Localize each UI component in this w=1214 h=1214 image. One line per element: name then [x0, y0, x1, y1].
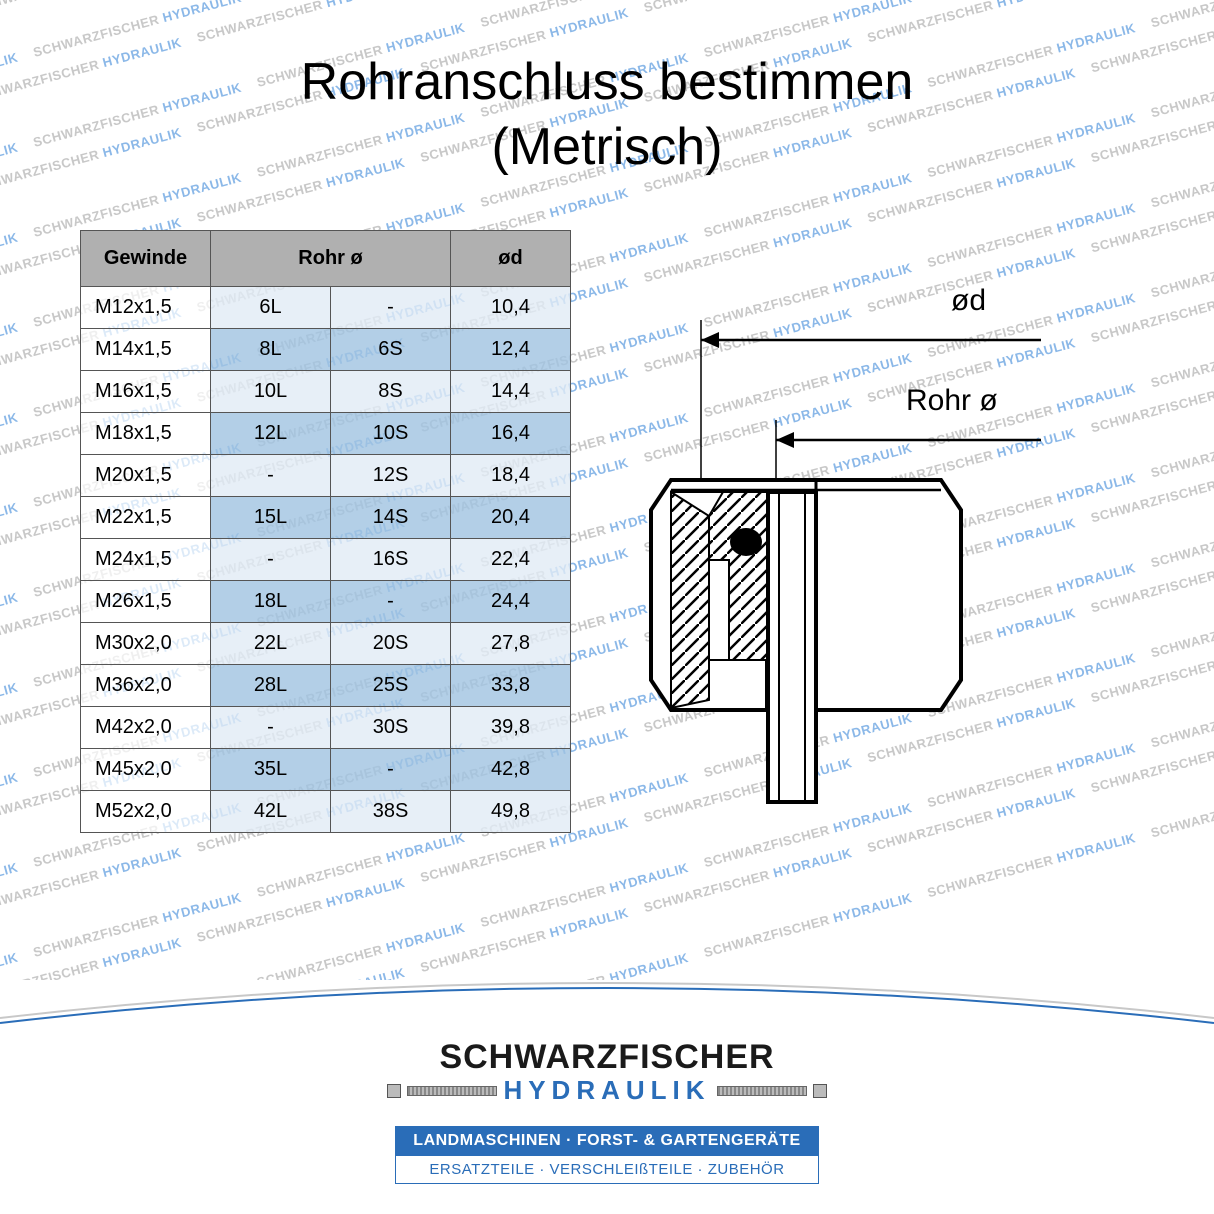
cell-od: 49,8	[451, 791, 571, 833]
cell-gewinde: M26x1,5	[81, 581, 211, 623]
cell-rohr-l: -	[211, 455, 331, 497]
cell-gewinde: M42x2,0	[81, 707, 211, 749]
table-row: M52x2,042L38S49,8	[81, 791, 571, 833]
cell-gewinde: M24x1,5	[81, 539, 211, 581]
col-od: ød	[451, 231, 571, 287]
cell-od: 24,4	[451, 581, 571, 623]
cell-rohr-s: 12S	[331, 455, 451, 497]
cell-rohr-s: -	[331, 749, 451, 791]
footer: SCHWARZFISCHER HYDRAULIK LANDMASCHINEN ·…	[0, 968, 1214, 1214]
cell-rohr-s: 6S	[331, 329, 451, 371]
cell-rohr-l: 18L	[211, 581, 331, 623]
cell-od: 18,4	[451, 455, 571, 497]
table-row: M30x2,022L20S27,8	[81, 623, 571, 665]
cell-rohr-s: 16S	[331, 539, 451, 581]
thread-table: Gewinde Rohr ø ød M12x1,56L-10,4M14x1,58…	[80, 230, 571, 833]
cell-rohr-s: 8S	[331, 371, 451, 413]
hose-end-icon	[387, 1084, 401, 1098]
table-row: M42x2,0-30S39,8	[81, 707, 571, 749]
cell-rohr-l: 22L	[211, 623, 331, 665]
cell-rohr-s: -	[331, 581, 451, 623]
table-row: M22x1,515L14S20,4	[81, 497, 571, 539]
cell-od: 16,4	[451, 413, 571, 455]
cell-rohr-l: 10L	[211, 371, 331, 413]
cell-rohr-s: 25S	[331, 665, 451, 707]
cell-gewinde: M30x2,0	[81, 623, 211, 665]
cell-rohr-l: 15L	[211, 497, 331, 539]
cell-od: 42,8	[451, 749, 571, 791]
cell-rohr-s: 14S	[331, 497, 451, 539]
cell-gewinde: M22x1,5	[81, 497, 211, 539]
fitting-diagram: ød Rohr ø	[601, 230, 1061, 825]
cell-gewinde: M36x2,0	[81, 665, 211, 707]
cell-rohr-s: 10S	[331, 413, 451, 455]
hose-end-icon	[813, 1084, 827, 1098]
col-rohr: Rohr ø	[211, 231, 451, 287]
cell-od: 20,4	[451, 497, 571, 539]
page-title: Rohranschluss bestimmen (Metrisch)	[0, 0, 1214, 180]
cell-od: 14,4	[451, 371, 571, 413]
cell-gewinde: M18x1,5	[81, 413, 211, 455]
title-line-2: (Metrisch)	[491, 118, 722, 176]
table-row: M16x1,510L8S14,4	[81, 371, 571, 413]
cell-od: 39,8	[451, 707, 571, 749]
cell-od: 12,4	[451, 329, 571, 371]
diagram-label-rohr: Rohr ø	[906, 384, 998, 417]
table-row: M36x2,028L25S33,8	[81, 665, 571, 707]
hose-icon	[407, 1086, 497, 1096]
cell-od: 10,4	[451, 287, 571, 329]
cell-gewinde: M20x1,5	[81, 455, 211, 497]
cell-rohr-l: -	[211, 707, 331, 749]
cell-gewinde: M16x1,5	[81, 371, 211, 413]
brand-logo: SCHWARZFISCHER HYDRAULIK	[0, 1038, 1214, 1106]
cell-rohr-s: 20S	[331, 623, 451, 665]
cell-gewinde: M45x2,0	[81, 749, 211, 791]
table-row: M12x1,56L-10,4	[81, 287, 571, 329]
cell-rohr-l: 42L	[211, 791, 331, 833]
table-row: M20x1,5-12S18,4	[81, 455, 571, 497]
tagline-line-1: LANDMASCHINEN · FORST- & GARTENGERÄTE	[395, 1126, 818, 1156]
table-row: M26x1,518L-24,4	[81, 581, 571, 623]
cell-gewinde: M12x1,5	[81, 287, 211, 329]
hose-icon	[717, 1086, 807, 1096]
col-gewinde: Gewinde	[81, 231, 211, 287]
tagline-line-2: ERSATZTEILE · VERSCHLEIßTEILE · ZUBEHÖR	[395, 1156, 818, 1184]
table-row: M18x1,512L10S16,4	[81, 413, 571, 455]
cell-rohr-l: 8L	[211, 329, 331, 371]
cell-rohr-l: 6L	[211, 287, 331, 329]
table-row: M14x1,58L6S12,4	[81, 329, 571, 371]
cell-rohr-l: -	[211, 539, 331, 581]
diagram-label-od: ød	[951, 284, 986, 317]
cell-rohr-s: -	[331, 287, 451, 329]
cell-rohr-l: 35L	[211, 749, 331, 791]
cell-rohr-l: 12L	[211, 413, 331, 455]
logo-name: SCHWARZFISCHER	[0, 1038, 1214, 1077]
table-row: M45x2,035L-42,8	[81, 749, 571, 791]
cell-gewinde: M52x2,0	[81, 791, 211, 833]
tagline: LANDMASCHINEN · FORST- & GARTENGERÄTE ER…	[395, 1126, 818, 1184]
title-line-1: Rohranschluss bestimmen	[301, 53, 914, 111]
table-row: M24x1,5-16S22,4	[81, 539, 571, 581]
cell-rohr-s: 30S	[331, 707, 451, 749]
logo-sub: HYDRAULIK	[503, 1075, 710, 1106]
cell-gewinde: M14x1,5	[81, 329, 211, 371]
cell-od: 22,4	[451, 539, 571, 581]
cell-rohr-l: 28L	[211, 665, 331, 707]
cell-od: 27,8	[451, 623, 571, 665]
cell-od: 33,8	[451, 665, 571, 707]
cell-rohr-s: 38S	[331, 791, 451, 833]
